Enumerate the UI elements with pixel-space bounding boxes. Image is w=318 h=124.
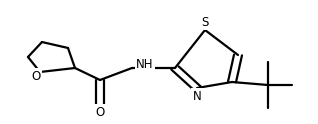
Text: NH: NH bbox=[136, 58, 154, 71]
Text: O: O bbox=[95, 106, 105, 119]
Text: N: N bbox=[193, 90, 201, 103]
Text: S: S bbox=[201, 16, 209, 29]
Text: O: O bbox=[31, 69, 41, 82]
